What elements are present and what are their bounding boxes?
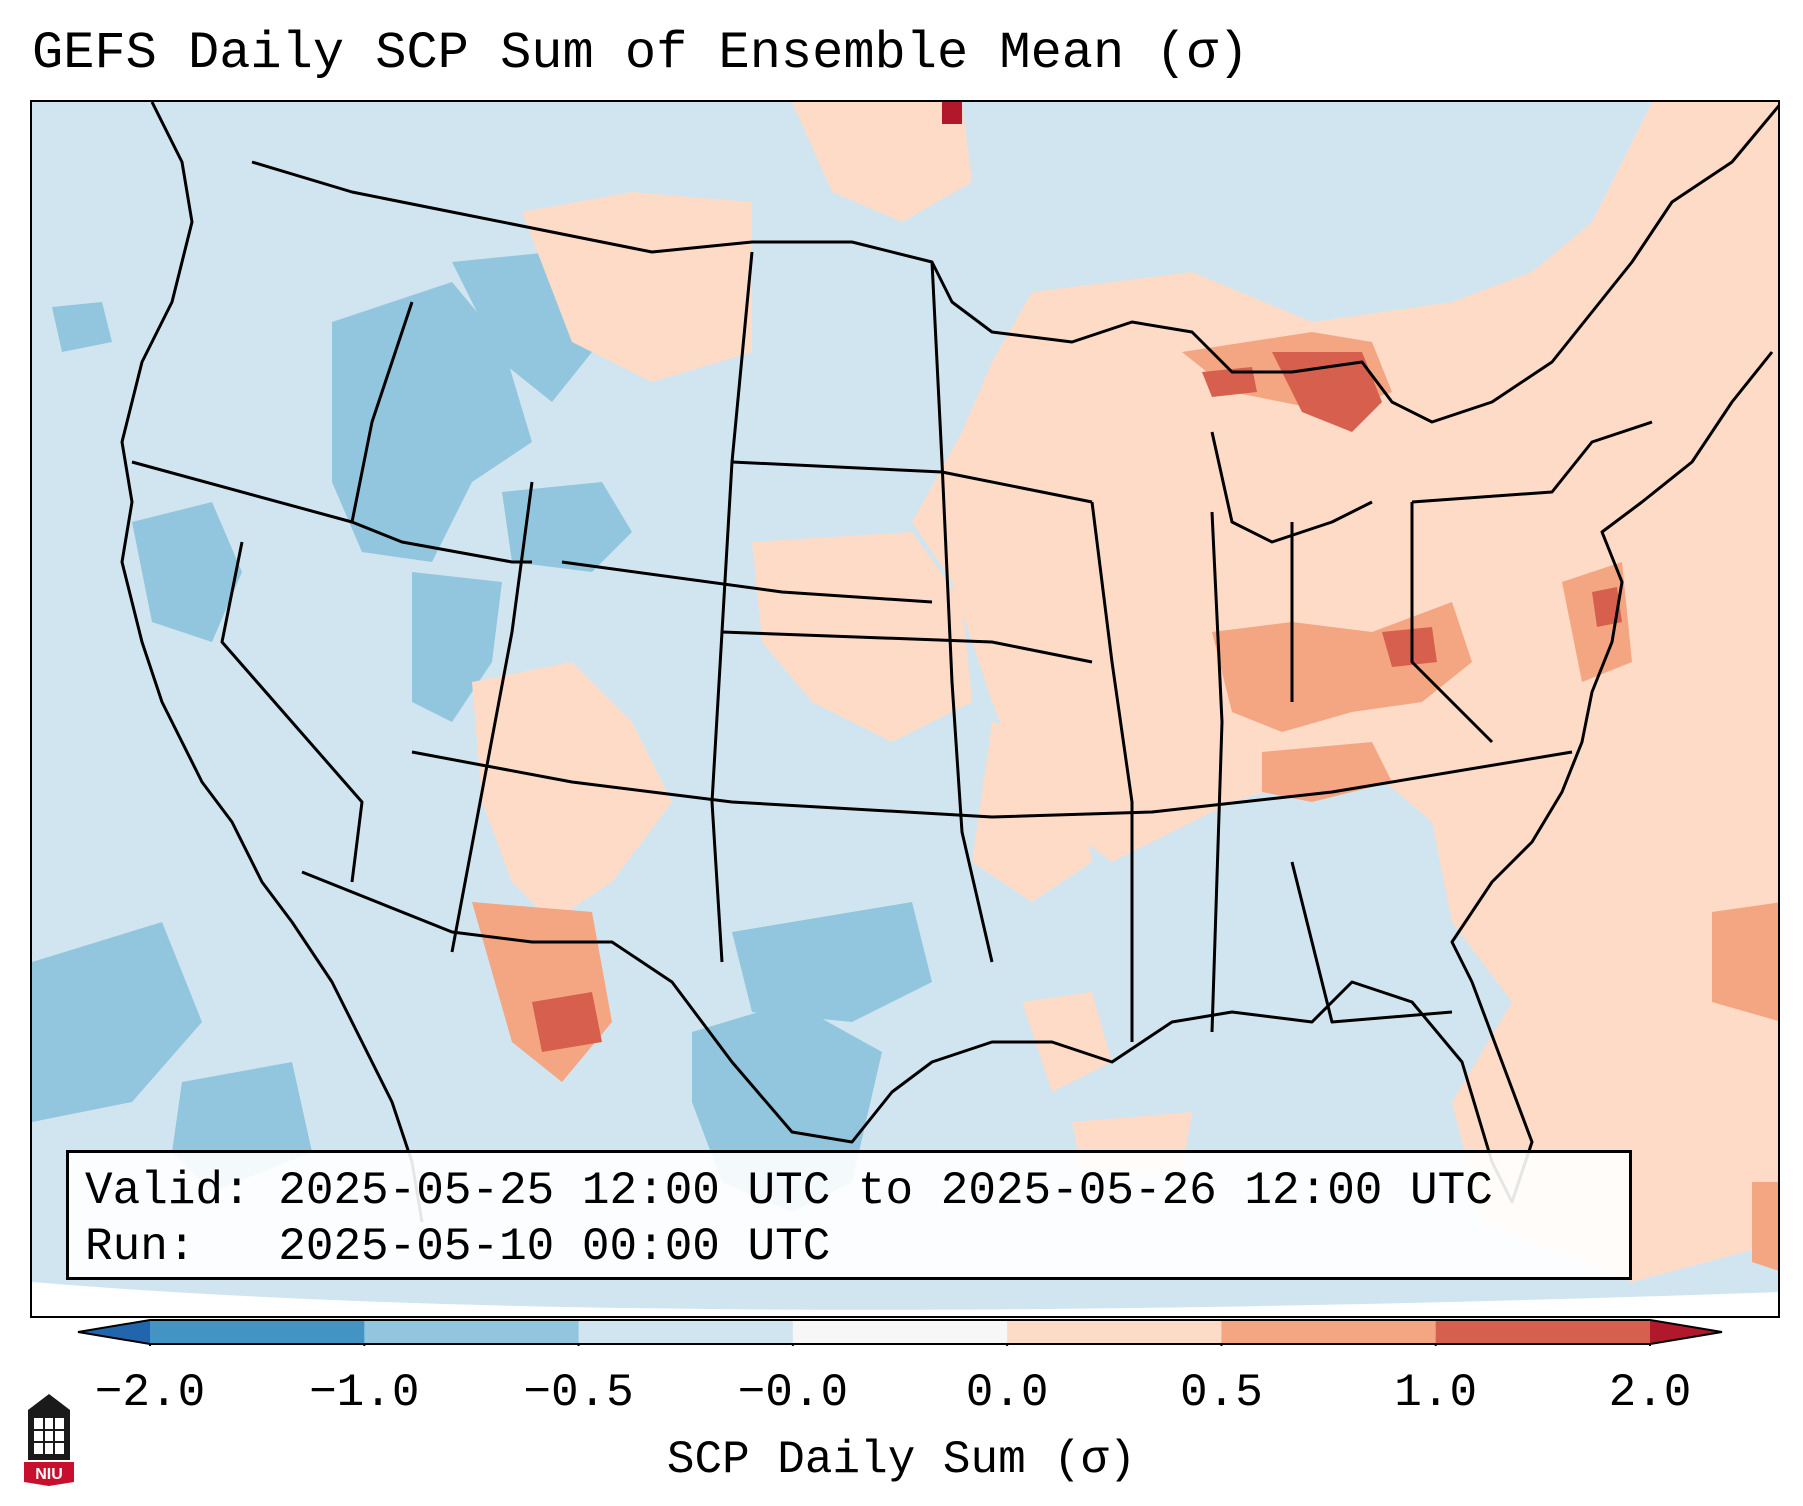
logo-window-grid	[34, 1418, 64, 1454]
patch-wisconsin-lake	[1202, 367, 1257, 397]
logo-banner	[24, 1462, 74, 1486]
colorbar-segment	[1435, 1320, 1651, 1344]
patch-pacific	[32, 922, 202, 1122]
projection-edge	[32, 1282, 1778, 1316]
patch-wyoming	[502, 482, 632, 572]
colorbar-tick-label: −2.0	[94, 1367, 206, 1419]
patch-caribbean	[1752, 1182, 1778, 1271]
patch-central-texas	[732, 902, 932, 1022]
logo-window	[34, 1418, 64, 1454]
tn-nc-border	[991, 750, 1573, 819]
colorbar-tick-label: 0.5	[1180, 1367, 1263, 1419]
logo-text: NIU	[35, 1466, 63, 1483]
map-title: GEFS Daily SCP Sum of Ensemble Mean (σ)	[32, 24, 1249, 83]
ne-ia-border	[731, 460, 1093, 504]
id-or-border	[350, 301, 414, 523]
colorbar	[77, 1319, 1723, 1346]
patch-atlantic	[1532, 962, 1682, 1102]
pa-ny-border	[1411, 420, 1653, 504]
colorbar-tick-label: 0.0	[965, 1367, 1049, 1419]
ga-fl-border	[1290, 861, 1453, 1024]
colorbar-segment	[578, 1320, 794, 1344]
map-panel	[30, 100, 1780, 1318]
midwest-border	[930, 261, 994, 963]
patch-utah	[412, 572, 502, 722]
patch-new-mexico	[472, 662, 672, 922]
oh-pa-border	[1410, 502, 1494, 744]
wy-sd-border	[561, 560, 933, 604]
extreme-positive-patches	[942, 102, 962, 124]
boundaries	[120, 102, 1778, 1223]
southern-tier-line	[411, 750, 993, 819]
patch-northern-plains	[522, 192, 752, 382]
colorbar-segment	[1221, 1320, 1437, 1344]
lake-michigan-shore	[1210, 431, 1373, 544]
patch-delaware	[1592, 587, 1622, 627]
or-ca-border	[131, 460, 532, 564]
niu-logo: NIU	[24, 1394, 74, 1486]
colorbar-segment	[792, 1320, 1008, 1344]
colorbar-segment	[1007, 1320, 1222, 1344]
colorbar-tick-label: −0.5	[523, 1367, 634, 1419]
validity-info-box: Valid: 2025-05-25 12:00 UTC to 2025-05-2…	[66, 1150, 1632, 1280]
patch-big-bend	[532, 992, 602, 1052]
northern-border	[251, 104, 1778, 424]
patch-arkansas	[972, 722, 1092, 902]
colorbar-tick-label: 1.0	[1394, 1367, 1478, 1419]
patch-idaho	[332, 282, 532, 562]
ms-river-border	[1090, 501, 1134, 1042]
colorbar-tick-label: −1.0	[309, 1367, 420, 1419]
map-canvas	[32, 102, 1778, 1316]
colorbar-segment	[364, 1320, 580, 1344]
colorbar-ticks	[149, 1344, 1651, 1346]
patch-west-virginia	[1382, 627, 1437, 667]
patch-gulf	[1022, 992, 1112, 1092]
southern-eastern-coast	[301, 351, 1774, 1204]
patch-pacific-nw	[52, 302, 112, 352]
colorbar-tick-label: 2.0	[1608, 1367, 1692, 1419]
colorbar-label: SCP Daily Sum (σ)	[666, 1434, 1137, 1486]
patch-east-atlantic	[1712, 902, 1778, 1021]
pacific-coastline	[120, 102, 424, 1223]
valid-time-text: Valid: 2025-05-25 12:00 UTC to 2025-05-2…	[85, 1165, 1493, 1217]
patch-canada	[792, 102, 972, 222]
ca-nv-border	[220, 541, 364, 883]
al-ms-border	[1210, 511, 1224, 1033]
colorbar-tick-label: −0.0	[737, 1367, 849, 1419]
run-time-text: Run: 2025-05-10 00:00 UTC	[85, 1221, 831, 1273]
ks-mo-border	[721, 630, 1093, 664]
colorbar-segments	[77, 1319, 1723, 1345]
patch-canada-peak	[942, 102, 962, 124]
colorbar-extend-low	[78, 1320, 150, 1344]
colorbar-segment	[150, 1320, 365, 1344]
colorbar-extend-high	[1650, 1320, 1722, 1344]
az-nm-utah-border	[450, 481, 534, 953]
patch-california-north	[132, 502, 242, 642]
